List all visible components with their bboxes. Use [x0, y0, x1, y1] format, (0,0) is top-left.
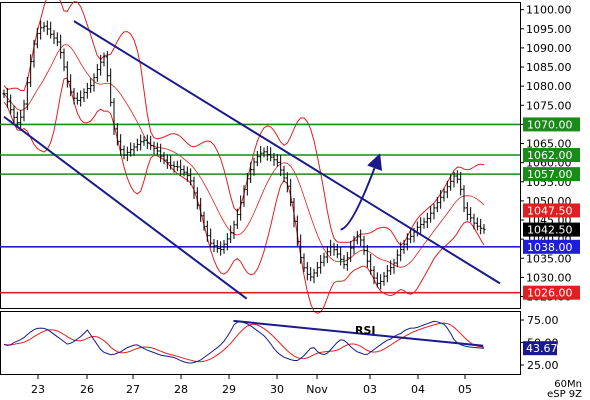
y-tick-label: 1095.00	[526, 23, 572, 36]
chart-footer: 60Mn eSP 9Z	[547, 380, 582, 400]
level-tag-label: 1062.00	[527, 149, 573, 162]
rsi-value-label: 43.67	[526, 342, 558, 355]
x-tick-label: 05	[458, 383, 472, 396]
bollinger-lower	[3, 77, 485, 314]
y-tick-label: 1030.00	[526, 271, 572, 284]
rsi-pane-frame	[0, 311, 521, 375]
price-tag	[523, 222, 580, 237]
y-tick-label: 1080.00	[526, 80, 572, 93]
level-tag	[523, 148, 580, 162]
rsi-label: RSI	[355, 324, 376, 337]
price-tag-label: 1042.50	[527, 224, 573, 237]
rsi-value-tag	[523, 341, 557, 356]
channel-line	[3, 115, 248, 300]
x-tick-label: 04	[411, 383, 425, 396]
y-tick-label: 1075.00	[526, 99, 572, 112]
level-tag	[523, 285, 580, 300]
level-tag	[523, 167, 580, 182]
price-pane: 1100.00 1095.00 1090.00 1085.00 1080.00 1075.…	[0, 0, 580, 314]
rsi-signal-line	[3, 322, 485, 363]
y-tick-label: 1100.00	[526, 4, 572, 17]
rsi-line	[3, 320, 485, 364]
x-tick-label: 23	[31, 383, 45, 396]
channel-line	[73, 20, 501, 285]
level-tag-label: 1026.00	[527, 287, 573, 300]
rsi-trend-line	[233, 319, 484, 347]
level-tag-label: 1070.00	[527, 118, 573, 131]
level-tag	[523, 117, 580, 132]
timeframe-label: 60Mn	[554, 379, 582, 390]
y-tick-label: 1085.00	[526, 61, 572, 74]
x-axis: 23 26 27 28 29 30 Nov 03 04 05	[31, 374, 472, 396]
y-tick-label: 1035.00	[526, 252, 572, 265]
x-tick-label: 26	[80, 383, 94, 396]
x-tick-label: 03	[363, 383, 377, 396]
forecast-arrow	[340, 153, 383, 231]
x-tick-label: 29	[222, 383, 236, 396]
bollinger-middle	[3, 44, 485, 268]
rsi-y-tick-label: 75.00	[527, 314, 559, 327]
y-tick-label: 1090.00	[526, 42, 572, 55]
ohlc-bars	[2, 20, 486, 290]
level-tag	[523, 239, 580, 254]
y-tick-label: 1065.00	[526, 138, 572, 151]
level-tag-label: 1057.00	[527, 168, 573, 181]
rsi-y-tick-label: 25.00	[527, 359, 559, 372]
x-tick-label: 30	[270, 383, 284, 396]
symbol-label: eSP 9Z	[547, 389, 582, 400]
x-tick-label: 28	[174, 383, 188, 396]
x-tick-label: 27	[126, 383, 140, 396]
price-tag	[523, 203, 580, 218]
level-tag-label: 1038.00	[527, 241, 573, 254]
x-tick-label: Nov	[306, 383, 328, 396]
price-tag-label: 1047.50	[527, 204, 573, 217]
bollinger-upper	[3, 0, 485, 246]
